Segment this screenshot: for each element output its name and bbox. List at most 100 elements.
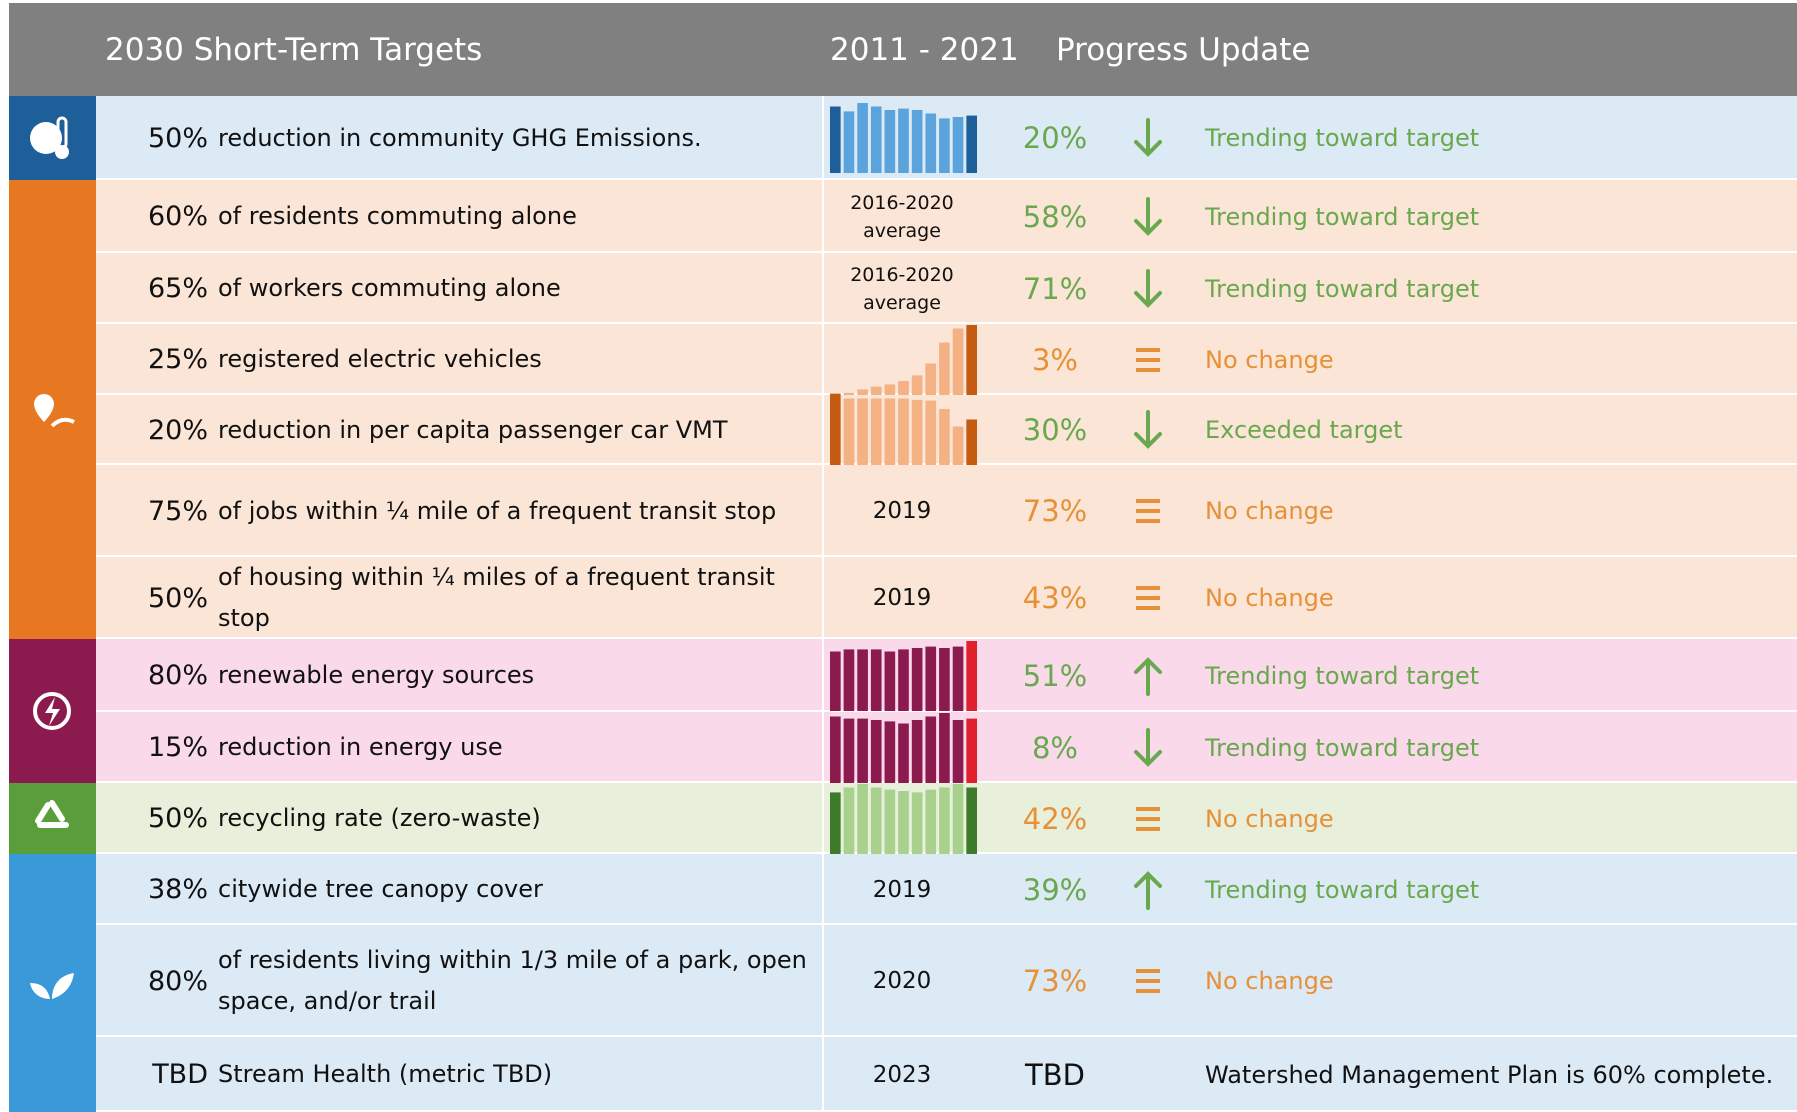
icon-leaf	[30, 973, 74, 999]
status: Trending toward target	[1205, 875, 1480, 904]
sparkline-bar	[966, 115, 977, 173]
status: No change	[1205, 584, 1334, 612]
target: 15%	[147, 732, 208, 763]
sparkline-bar	[939, 118, 950, 173]
sparkline-bar	[870, 648, 882, 711]
row-background	[96, 1037, 1797, 1110]
sparkline-bar	[952, 426, 964, 465]
group-icon	[34, 393, 75, 427]
arrow-down	[1134, 268, 1162, 308]
status: Trending toward target	[1205, 274, 1480, 303]
sparkline-bar	[884, 789, 896, 854]
description: citywide tree canopy cover	[218, 875, 543, 903]
trend-icon	[1134, 410, 1162, 449]
result: 3%	[1031, 342, 1078, 377]
column-divider	[822, 465, 824, 557]
sparkline-bar	[830, 716, 841, 783]
column-divider	[822, 253, 824, 324]
trend-icon	[1136, 499, 1160, 523]
sparkline-bar	[884, 110, 896, 173]
sparkline-bar	[898, 108, 909, 173]
period: 2023	[872, 1061, 932, 1088]
row-background	[96, 465, 1797, 555]
description: of housing within ¼ miles of a frequent …	[218, 563, 775, 632]
column-divider	[822, 783, 824, 854]
sparkline-bar	[843, 648, 855, 711]
arrow-up	[1134, 656, 1162, 696]
sparkline-bar	[966, 640, 977, 711]
target: 80%	[147, 965, 208, 997]
result: 39%	[1022, 872, 1088, 907]
header-progress: Progress Update	[1056, 32, 1311, 68]
sparkline-bar	[952, 117, 964, 173]
sparkline-bar	[843, 392, 855, 395]
sparkline-bar	[870, 106, 882, 173]
trend-icon	[1136, 806, 1160, 831]
arrow-down	[1134, 410, 1162, 449]
sparkline-bar	[911, 719, 923, 783]
sparkline-bar	[857, 783, 868, 854]
period: 2019	[872, 498, 932, 524]
column-divider	[822, 639, 824, 712]
row-background	[96, 557, 1797, 637]
description: renewable energy sources	[218, 661, 535, 689]
trend-icon	[1134, 870, 1162, 910]
result: TBD	[1025, 1057, 1085, 1092]
status: Watershed Management Plan is 60% complet…	[1205, 1060, 1774, 1089]
sparkline-bar	[911, 110, 923, 173]
status: Exceeded target	[1205, 416, 1403, 444]
sparkline-bar	[857, 398, 868, 465]
icon-pin	[34, 393, 54, 422]
sparkline-bar	[925, 400, 937, 465]
result: 58%	[1022, 199, 1088, 234]
sparkline-bar	[884, 398, 896, 465]
sparkline-bar	[830, 106, 841, 173]
sparkline-bar	[911, 647, 923, 711]
sparkline-bar	[966, 419, 977, 465]
trend-icon	[1134, 268, 1162, 308]
status: No change	[1205, 345, 1334, 374]
trend-icon	[1134, 727, 1162, 767]
sparkline-bar	[898, 648, 909, 711]
sparkline-bar	[857, 648, 868, 711]
status: Trending toward target	[1205, 733, 1480, 762]
column-divider	[822, 854, 824, 925]
trend-icon	[1136, 969, 1160, 993]
sparkline	[830, 324, 977, 395]
target: 25%	[147, 344, 208, 375]
status: No change	[1205, 967, 1334, 995]
group-icon	[35, 799, 69, 828]
target: 20%	[147, 414, 208, 446]
sparkline-bar	[939, 787, 950, 854]
description: Stream Health (metric TBD)	[218, 1060, 553, 1088]
row-background	[96, 925, 1797, 1035]
sparkline-bar	[939, 342, 950, 395]
icon-bolt	[45, 697, 60, 726]
sparkline-bar	[952, 783, 964, 854]
sparkline-bar	[843, 398, 855, 465]
icon-globe	[30, 122, 62, 154]
result: 20%	[1022, 121, 1088, 155]
row-background	[96, 180, 1797, 251]
sparkline-bar	[911, 374, 923, 395]
target: 50%	[147, 122, 208, 154]
trend-icon	[1136, 586, 1160, 610]
arrow-up	[1134, 870, 1162, 910]
sparkline	[830, 783, 977, 854]
icon-bulb	[55, 145, 69, 159]
period: 2019	[872, 585, 932, 611]
sparkline-bar	[898, 790, 909, 854]
description: reduction in community GHG Emissions.	[218, 123, 702, 152]
column-divider	[822, 925, 824, 1037]
trend-icon	[1134, 196, 1162, 236]
sparkline-bar	[925, 646, 937, 711]
result: 71%	[1022, 271, 1088, 306]
result: 73%	[1022, 494, 1088, 528]
target: TBD	[152, 1059, 208, 1090]
header-period: 2011 - 2021	[830, 32, 1019, 68]
status: Trending toward target	[1205, 202, 1480, 231]
result: 51%	[1022, 658, 1088, 693]
sparkline-bar	[966, 324, 977, 395]
sparkline-bar	[857, 103, 868, 173]
group-icon	[33, 692, 71, 730]
